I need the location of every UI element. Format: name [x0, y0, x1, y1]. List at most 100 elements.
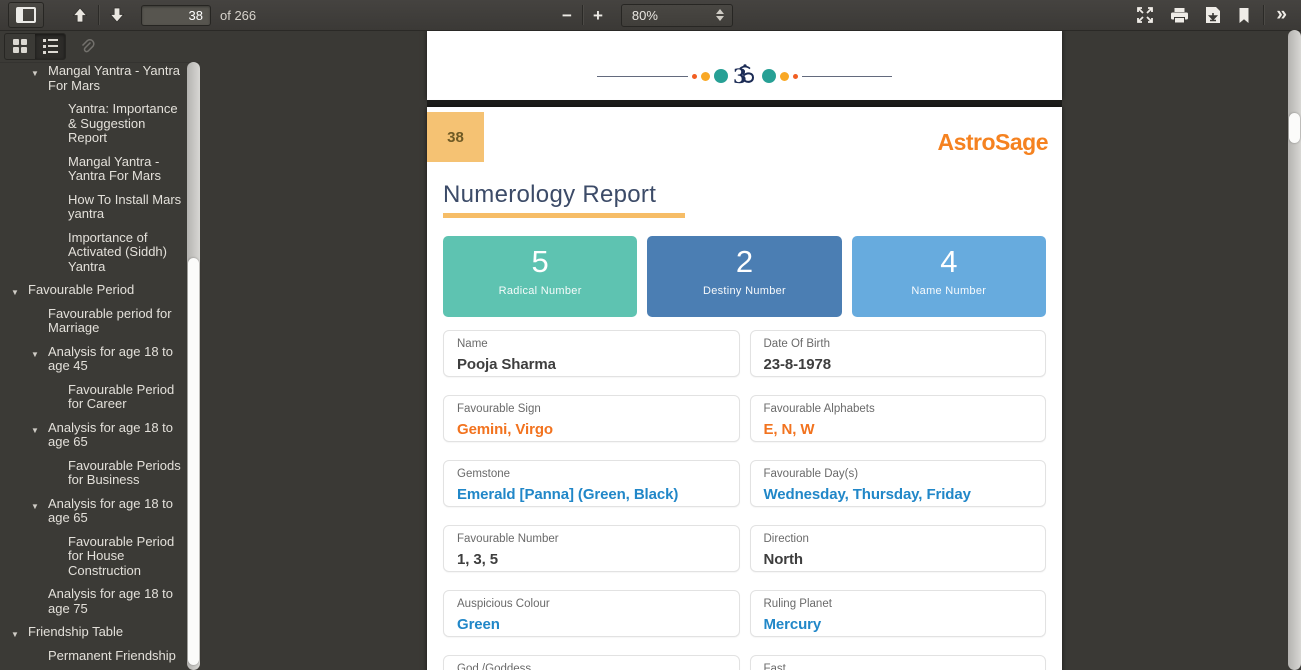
svg-text:3: 3 [733, 64, 747, 88]
field-label: Date Of Birth [763, 338, 830, 350]
outline-item[interactable]: Permanent Friendship [0, 647, 187, 664]
printer-icon [1171, 7, 1189, 23]
separator [1263, 5, 1265, 25]
outline-item[interactable]: Importance of Activated (Siddh) Yantra [0, 229, 187, 275]
outline-view-button[interactable] [35, 33, 65, 59]
bookmark-button[interactable] [1229, 2, 1259, 28]
document-outline-tree: ▼ Mangal Yantra - Yantra For Mars Yantra… [0, 62, 187, 670]
field-card: Name Pooja Sharma [443, 330, 740, 377]
field-value: Wednesday, Thursday, Friday [763, 486, 971, 503]
double-chevron-icon: » [1276, 3, 1287, 25]
more-tools-button[interactable]: » [1268, 2, 1295, 28]
outline-item[interactable]: Favourable period for Marriage [0, 305, 187, 336]
previous-page-button[interactable] [66, 2, 94, 28]
paperclip-icon [81, 39, 95, 53]
outline-item-label: Yantra: Importance & Suggestion Report [68, 101, 178, 145]
field-value: Green [457, 616, 500, 633]
expander-triangle-icon[interactable]: ▼ [31, 425, 39, 435]
page-title: Numerology Report [443, 181, 657, 208]
brand-logo: AstroSage [937, 129, 1048, 155]
outline-item-label: Mangal Yantra - Yantra For Mars [68, 153, 161, 183]
current-page: 38 AstroSage Numerology Report 5 Radical… [427, 107, 1062, 670]
expander-triangle-icon[interactable]: ▼ [31, 501, 39, 511]
page-number-badge: 38 [427, 112, 484, 162]
divider-dot [792, 73, 798, 79]
outline-item[interactable]: Favourable Period for House Construction [0, 533, 187, 579]
outline-item-label: How To Install Mars yantra [68, 191, 182, 221]
sidebar-scrollbar-thumb[interactable] [188, 258, 199, 665]
field-card: Favourable Alphabets E, N, W [749, 395, 1046, 442]
save-button[interactable] [1197, 2, 1229, 28]
field-value: E, N, W [763, 421, 815, 438]
number-cards-row: 5 Radical Number 2 Destiny Number 4 Name… [443, 236, 1046, 317]
zoom-out-button[interactable]: − [556, 2, 578, 28]
attachments-view-button[interactable] [72, 34, 102, 59]
outline-item-label: Favourable period for Marriage [48, 305, 172, 335]
next-page-button[interactable] [103, 2, 131, 28]
toolbar-right-group: » [1128, 0, 1295, 30]
field-card: Favourable Number 1, 3, 5 [443, 525, 740, 572]
outline-item-label: Importance of Activated (Siddh) Yantra [68, 229, 167, 274]
outline-item-label: Permanent Friendship [48, 647, 176, 663]
page-nav-group [66, 2, 131, 28]
outline-item[interactable]: ▼ Mangal Yantra - Yantra For Mars [0, 63, 187, 93]
main-scrollbar-thumb[interactable] [1289, 113, 1300, 143]
outline-item-label: Favourable Period for House Construction [68, 533, 175, 578]
outline-item[interactable]: ▼ Friendship Table [0, 624, 187, 640]
sidebar: ▼ Mangal Yantra - Yantra For Mars Yantra… [0, 30, 200, 670]
outline-item[interactable]: ▼ Analysis for age 18 to age 65 [0, 495, 187, 526]
field-value: 1, 3, 5 [457, 551, 498, 568]
print-button[interactable] [1162, 2, 1197, 28]
expander-triangle-icon[interactable]: ▼ [11, 288, 19, 297]
separator [581, 5, 583, 25]
field-card: God /Goddess [443, 655, 740, 670]
main-scrollbar-track[interactable] [1288, 30, 1301, 670]
thumbnails-view-button[interactable] [5, 34, 35, 59]
sidebar-view-switcher [4, 32, 66, 60]
minus-icon: − [562, 5, 572, 25]
outline-item[interactable]: Favourable Periods for Business [0, 457, 187, 488]
sidebar-toggle-button[interactable] [8, 2, 44, 28]
list-icon [42, 38, 58, 54]
page-divider-bar [427, 100, 1062, 107]
outline-item[interactable]: Mangal Yantra - Yantra For Mars [0, 153, 187, 184]
outline-item[interactable]: How To Install Mars yantra [0, 191, 187, 222]
outline-item[interactable]: ▼ Analysis for age 18 to age 45 [0, 343, 187, 374]
field-label: Name [457, 338, 488, 350]
field-value: 23-8-1978 [763, 356, 832, 373]
outline-item[interactable]: Favourable Period for Career [0, 382, 187, 412]
divider-dot [691, 73, 697, 79]
outline-item-label: Analysis for age 18 to age 65 [48, 419, 174, 449]
field-label: Favourable Alphabets [763, 403, 875, 415]
previous-page-bottom: 3 [427, 30, 1062, 100]
outline-item[interactable]: Analysis for age 18 to age 75 [0, 586, 187, 616]
outline-item[interactable]: ▼ Analysis for age 18 to age 65 [0, 419, 187, 450]
sidebar-scrollbar-track[interactable] [187, 62, 200, 670]
expander-triangle-icon[interactable]: ▼ [11, 630, 19, 639]
outline-item-label: Favourable Periods for Business [68, 457, 181, 487]
field-card: Date Of Birth 23-8-1978 [749, 330, 1046, 377]
field-label: Favourable Day(s) [763, 468, 859, 480]
outline-item-label: Mangal Yantra - Yantra For Mars [48, 63, 181, 93]
expander-triangle-icon[interactable]: ▼ [31, 349, 39, 359]
number-card: 2 Destiny Number [647, 236, 842, 317]
outline-item-label: Analysis for age 18 to age 45 [48, 343, 174, 373]
page-total-label: of 266 [220, 7, 257, 23]
document-viewport: 3 38 AstroSage Numerology Report 5 Radic… [200, 30, 1288, 670]
om-divider: 3 [597, 64, 892, 88]
outline-item[interactable]: Yantra: Importance & Suggestion Report [0, 101, 187, 146]
outline-item[interactable]: ▼ Favourable Period [0, 282, 187, 298]
divider-dot [713, 69, 728, 83]
outline-item-label: Analysis for age 18 to age 65 [48, 495, 174, 525]
number-card-value: 5 [531, 244, 549, 279]
page-number-input[interactable] [141, 4, 211, 26]
top-toolbar: of 266 − + 80% [0, 0, 1301, 31]
field-label: Direction [763, 533, 809, 545]
zoom-level-select[interactable]: 80% [620, 3, 733, 27]
number-card: 4 Name Number [851, 236, 1046, 317]
expander-triangle-icon[interactable]: ▼ [31, 69, 39, 78]
fullscreen-button[interactable] [1128, 2, 1162, 28]
field-label: Favourable Number [457, 533, 559, 545]
zoom-in-button[interactable]: + [587, 2, 609, 28]
divider-line [597, 75, 688, 77]
